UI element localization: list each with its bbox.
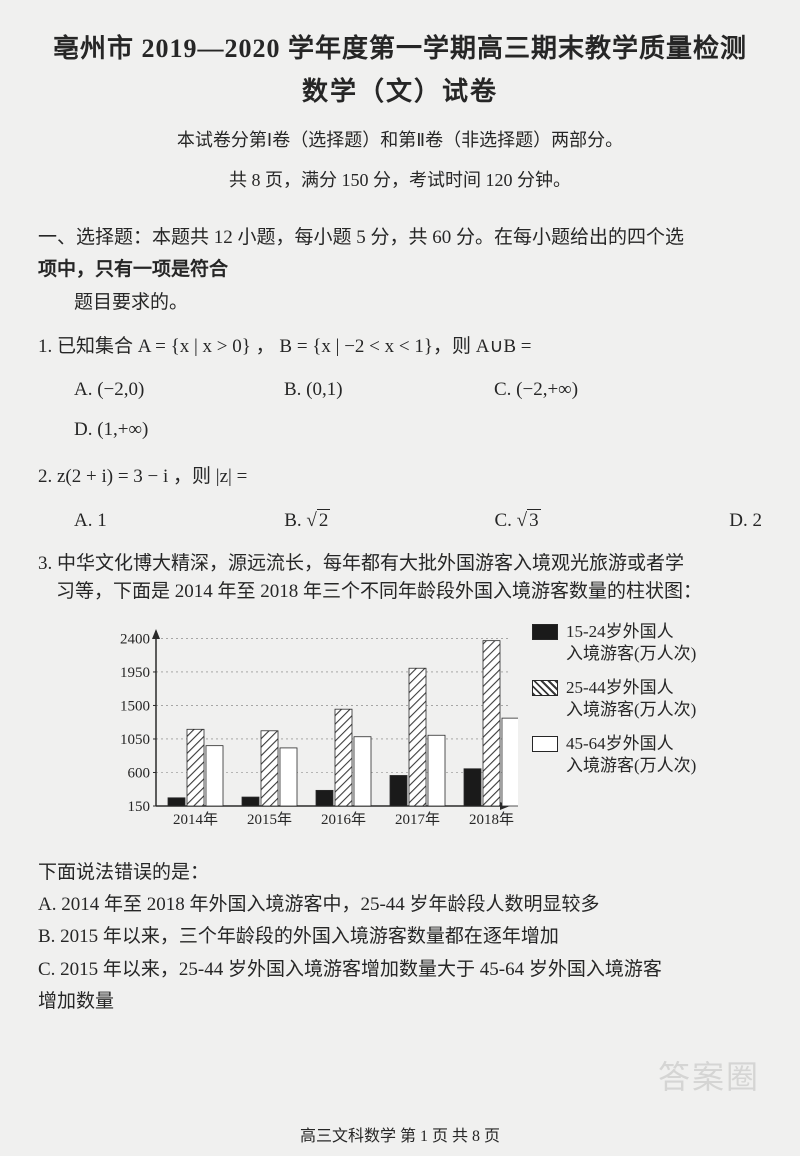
chart-bar <box>409 668 426 806</box>
svg-text:150: 150 <box>128 799 151 815</box>
svg-text:2015年: 2015年 <box>247 811 292 828</box>
watermark: 答案圈 <box>658 1052 760 1098</box>
q2-opt-c: C. 3 <box>494 510 704 532</box>
subtitle: 本试卷分第Ⅰ卷（选择题）和第Ⅱ卷（非选择题）两部分。 <box>38 126 762 152</box>
q2-text: 2. z(2 + i) = 3 − i ，则 |z| = <box>38 463 762 492</box>
q3-text-a: 3. 中华文化博大精深，源远流长，每年都有大批外国游客入境观光旅游或者学 <box>38 553 684 574</box>
q2-c-rad: 3 <box>527 509 541 531</box>
page-footer: 高三文科数学 第 1 页 共 8 页 <box>0 1122 800 1146</box>
q3-opt-a: A. 2014 年至 2018 年外国入境游客中，25-44 岁年龄段人数明显较… <box>38 889 762 921</box>
chart-bar <box>187 729 204 806</box>
section1-head-b: 项中，只有一项是符合 <box>38 259 228 280</box>
sqrt-icon: 2 <box>306 510 330 532</box>
chart-bar <box>316 790 333 806</box>
q1-opt-a: A. (−2,0) <box>74 379 284 401</box>
legend-label: 45-64岁外国人入境游客(万人次) <box>566 733 696 777</box>
q2-b-rad: 2 <box>317 509 331 531</box>
chart-bar <box>280 748 297 806</box>
chart-bar <box>354 737 371 806</box>
q3-below: 下面说法错误的是： A. 2014 年至 2018 年外国入境游客中，25-44… <box>38 857 762 1018</box>
chart-legend: 15-24岁外国人入境游客(万人次) 25-44岁外国人入境游客(万人次) 45-6… <box>532 621 696 790</box>
legend-item: 15-24岁外国人入境游客(万人次) <box>532 621 696 665</box>
chart-wrap: 150 600 1050 1500 1950 2400 2014年 2015年 2016年 201… <box>98 621 518 841</box>
q3-text-b: 习等，下面是 2014 年至 2018 年三个不同年龄段外国入境游客数量的柱状图… <box>56 581 702 602</box>
chart-bar <box>168 798 185 806</box>
svg-text:600: 600 <box>128 765 151 781</box>
q2-b-prefix: B. <box>284 510 306 531</box>
q3-below-head: 下面说法错误的是： <box>38 857 762 889</box>
chart-bar <box>206 746 223 806</box>
svg-text:1950: 1950 <box>120 665 150 681</box>
svg-text:2018年: 2018年 <box>469 811 514 828</box>
q1-opt-c: C. (−2,+∞) <box>494 379 704 401</box>
chart-bar <box>483 641 500 806</box>
chart-bar <box>335 709 352 806</box>
legend-swatch <box>532 736 558 752</box>
page-info: 共 8 页，满分 150 分，考试时间 120 分钟。 <box>38 166 762 192</box>
q1-text: 1. 已知集合 A = {x | x > 0} ， B = {x | −2 < … <box>38 333 762 362</box>
chart-bar <box>242 797 259 806</box>
title-line1: 亳州市 2019—2020 学年度第一学期高三期末教学质量检测 <box>38 28 762 65</box>
sqrt-icon: 3 <box>517 510 541 532</box>
q3-opt-c-line1: C. 2015 年以来，25-44 岁外国入境游客增加数量大于 45-64 岁外… <box>38 954 762 986</box>
chart-bar <box>502 718 518 806</box>
q2-options: A. 1 B. 2 C. 3 D. 2 <box>38 510 762 532</box>
section1-head-c: 题目要求的。 <box>74 287 762 319</box>
section1-head: 一、选择题：本题共 12 小题，每小题 5 分，共 60 分。在每小题给出的四个… <box>38 222 762 319</box>
chart-row: 150 600 1050 1500 1950 2400 2014年 2015年 2016年 201… <box>98 621 762 841</box>
q1-opt-d: D. (1,+∞) <box>74 419 762 441</box>
svg-text:2400: 2400 <box>120 631 150 647</box>
q3-opt-c-line2: 增加数量 <box>38 986 762 1018</box>
q2-opt-a: A. 1 <box>74 510 284 532</box>
chart-bar <box>464 769 481 806</box>
chart-bar <box>390 775 407 806</box>
section1-head-a: 一、选择题：本题共 12 小题，每小题 5 分，共 60 分。在每小题给出的四个… <box>38 227 684 248</box>
q2-c-prefix: C. <box>494 510 516 531</box>
q2-opt-b: B. 2 <box>284 510 494 532</box>
chart-bar <box>261 731 278 806</box>
legend-label: 25-44岁外国人入境游客(万人次) <box>566 677 696 721</box>
legend-label: 15-24岁外国人入境游客(万人次) <box>566 621 696 665</box>
q2-opt-d: D. 2 <box>705 510 762 532</box>
svg-text:1050: 1050 <box>120 732 150 748</box>
chart-bar <box>428 735 445 806</box>
q1-options: A. (−2,0) B. (0,1) C. (−2,+∞) <box>38 379 762 401</box>
legend-item: 25-44岁外国人入境游客(万人次) <box>532 677 696 721</box>
legend-item: 45-64岁外国人入境游客(万人次) <box>532 733 696 777</box>
legend-swatch <box>532 624 558 640</box>
svg-text:2017年: 2017年 <box>395 811 440 828</box>
svg-text:2014年: 2014年 <box>173 811 218 828</box>
bar-chart: 150 600 1050 1500 1950 2400 2014年 2015年 2016年 201… <box>98 621 518 841</box>
q3-opt-b: B. 2015 年以来，三个年龄段的外国入境游客数量都在逐年增加 <box>38 921 762 953</box>
svg-text:1500: 1500 <box>120 698 150 714</box>
legend-swatch <box>532 680 558 696</box>
q3-text: 3. 中华文化博大精深，源远流长，每年都有大批外国游客入境观光旅游或者学 习等，… <box>38 550 762 607</box>
q1-opt-b: B. (0,1) <box>284 379 494 401</box>
title-line2: 数学（文）试卷 <box>38 71 762 108</box>
svg-text:2016年: 2016年 <box>321 811 366 828</box>
